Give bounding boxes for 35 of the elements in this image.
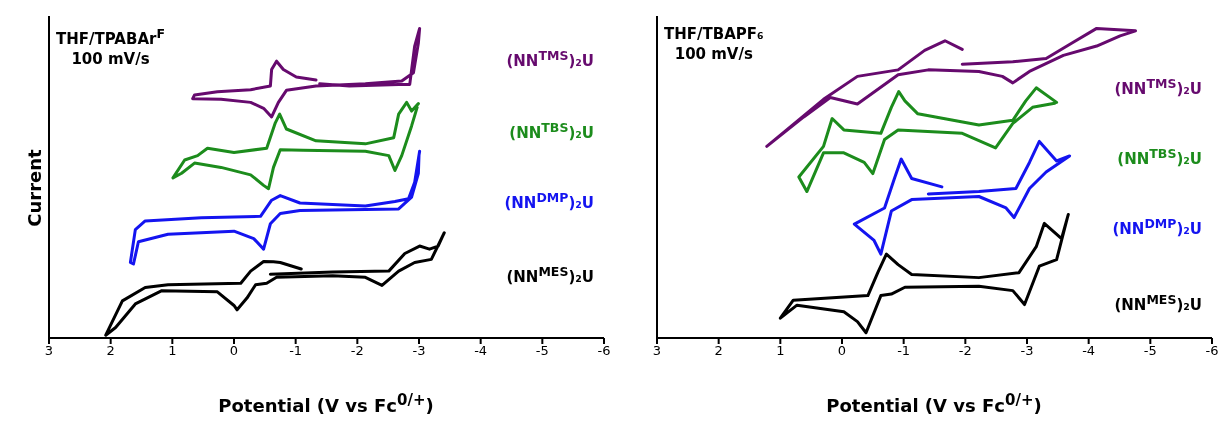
text: (NN$^{TBS}$)₂U: [1117, 146, 1202, 168]
x-tick-label: 2: [714, 343, 723, 359]
x-tick-label: -6: [1205, 343, 1219, 359]
text: (NN$^{DMP}$)₂U: [1112, 216, 1202, 238]
text: (NN$^{MES}$)₂U: [506, 264, 594, 286]
text: (NN$^{TMS}$)₂U: [506, 48, 594, 70]
x-tick-label: 0: [837, 343, 847, 359]
annotation: 100 mV/s: [673, 44, 754, 64]
x-tick-label: -2: [350, 343, 364, 359]
x-tick-label: 2: [106, 343, 115, 359]
text: (NN$^{TBS}$)₂U: [509, 120, 594, 142]
annotation: THF/TBAPF₆: [664, 24, 764, 44]
y-axis-title: Current: [23, 149, 45, 227]
x-tick-label: -3: [412, 343, 426, 359]
x-tick-label: 1: [168, 343, 177, 359]
x-tick-label: 0: [229, 343, 239, 359]
x-axis-title: Potential (V vs Fc$^{0/+}$): [825, 391, 1043, 416]
x-tick-label: 1: [776, 343, 785, 359]
x-axis-title: Potential (V vs Fc$^{0/+}$): [217, 391, 435, 416]
x-tick-label: -6: [597, 343, 611, 359]
x-tick-label: -5: [535, 343, 549, 359]
x-tick-label: -2: [958, 343, 972, 359]
x-tick-label: -4: [1082, 343, 1096, 359]
x-tick-label: -4: [474, 343, 488, 359]
x-tick-label: -1: [897, 343, 911, 359]
text: (NN$^{DMP}$)₂U: [504, 190, 594, 212]
x-tick-label: -5: [1143, 343, 1157, 359]
text: (NN$^{MES}$)₂U: [1114, 292, 1202, 314]
annotation: THF/TPABAr$^{F}$: [56, 25, 165, 49]
text: (NN$^{TMS}$)₂U: [1114, 76, 1202, 98]
x-tick-label: 3: [44, 343, 54, 359]
x-tick-label: -1: [289, 343, 303, 359]
x-tick-label: 3: [652, 343, 662, 359]
annotation: 100 mV/s: [70, 49, 151, 69]
x-tick-label: -3: [1020, 343, 1034, 359]
